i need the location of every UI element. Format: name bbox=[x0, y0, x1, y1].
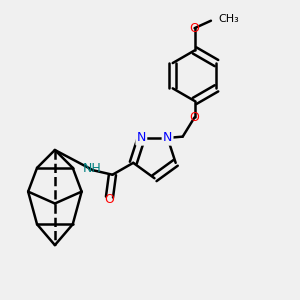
Text: O: O bbox=[190, 111, 200, 124]
Text: O: O bbox=[190, 22, 200, 34]
Text: N: N bbox=[137, 131, 146, 144]
Text: NH: NH bbox=[82, 162, 101, 175]
Text: N: N bbox=[163, 131, 172, 144]
Text: O: O bbox=[104, 193, 114, 206]
Text: CH₃: CH₃ bbox=[218, 14, 239, 24]
